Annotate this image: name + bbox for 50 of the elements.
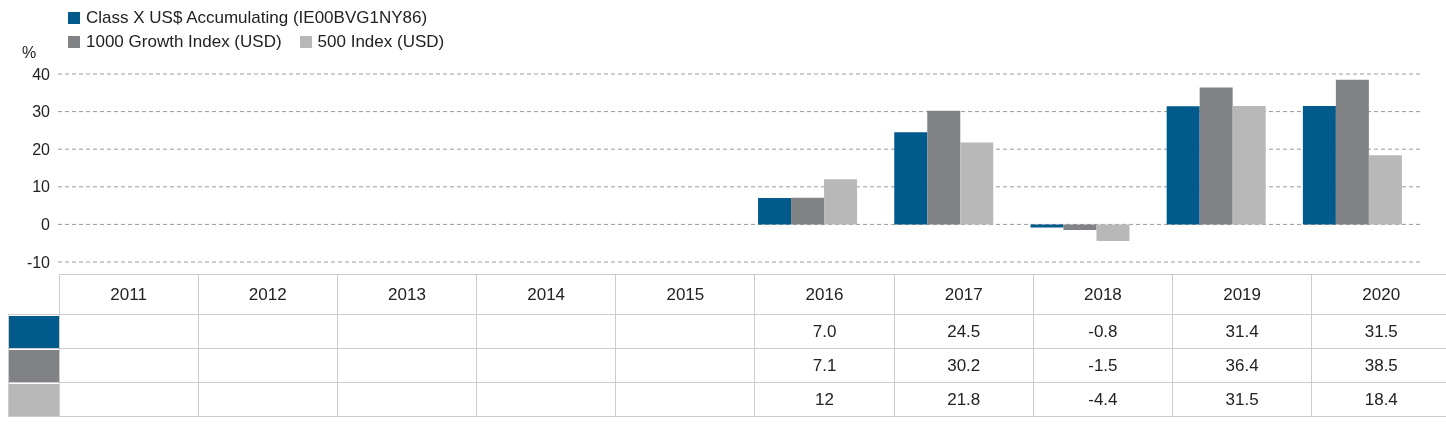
bar <box>791 197 825 225</box>
y-tick-label: -10 <box>26 253 51 271</box>
bar <box>824 179 858 225</box>
data-label: 24.5 <box>894 314 1034 349</box>
data-label: 31.4 <box>1172 314 1312 349</box>
bar <box>758 198 792 225</box>
bar <box>1335 79 1369 225</box>
data-label: 30.2 <box>894 348 1034 383</box>
bar <box>1199 87 1233 225</box>
legend-label: Class X US$ Accumulating (IE00BVG1NY86) <box>86 8 428 28</box>
x-tick-label: 2012 <box>198 274 338 315</box>
x-tick-label: 2019 <box>1172 274 1312 315</box>
bar <box>1368 155 1402 225</box>
data-label: -4.4 <box>1033 382 1173 417</box>
y-tick-label: 0 <box>41 216 51 234</box>
data-label: 31.5 <box>1311 314 1446 349</box>
data-label: 7.1 <box>754 348 895 383</box>
x-tick-label: 2014 <box>476 274 616 315</box>
bar <box>1030 224 1064 228</box>
x-tick-label: 2013 <box>337 274 477 315</box>
data-label: 36.4 <box>1172 348 1312 383</box>
legend-label: 500 Index (USD) <box>317 32 445 52</box>
x-tick-label: 2016 <box>754 274 895 315</box>
x-tick-label: 2015 <box>615 274 755 315</box>
bar <box>1232 105 1266 225</box>
y-axis-title: % <box>22 44 37 62</box>
x-tick-label: 2017 <box>894 274 1034 315</box>
bar <box>894 132 928 225</box>
data-label: 7.0 <box>754 314 895 349</box>
data-label: 38.5 <box>1311 348 1446 383</box>
y-tick-label: 20 <box>32 140 51 158</box>
data-label: -1.5 <box>1033 348 1173 383</box>
y-tick-label: 30 <box>32 103 51 121</box>
data-label: 12 <box>754 382 895 417</box>
bar <box>1063 224 1097 231</box>
bar <box>1096 224 1130 241</box>
y-tick-label: 10 <box>32 178 51 196</box>
x-tick-label: 2018 <box>1033 274 1173 315</box>
bar <box>960 142 994 225</box>
bar <box>1166 106 1200 225</box>
bar <box>1302 105 1336 225</box>
y-tick-label: 40 <box>32 65 51 83</box>
bar <box>927 110 961 225</box>
data-label: 21.8 <box>894 382 1034 417</box>
x-tick-label: 2011 <box>59 274 199 315</box>
data-label: 31.5 <box>1172 382 1312 417</box>
data-label: -0.8 <box>1033 314 1173 349</box>
data-label: 18.4 <box>1311 382 1446 417</box>
x-tick-label: 2020 <box>1311 274 1446 315</box>
legend-label: 1000 Growth Index (USD) <box>86 32 282 52</box>
